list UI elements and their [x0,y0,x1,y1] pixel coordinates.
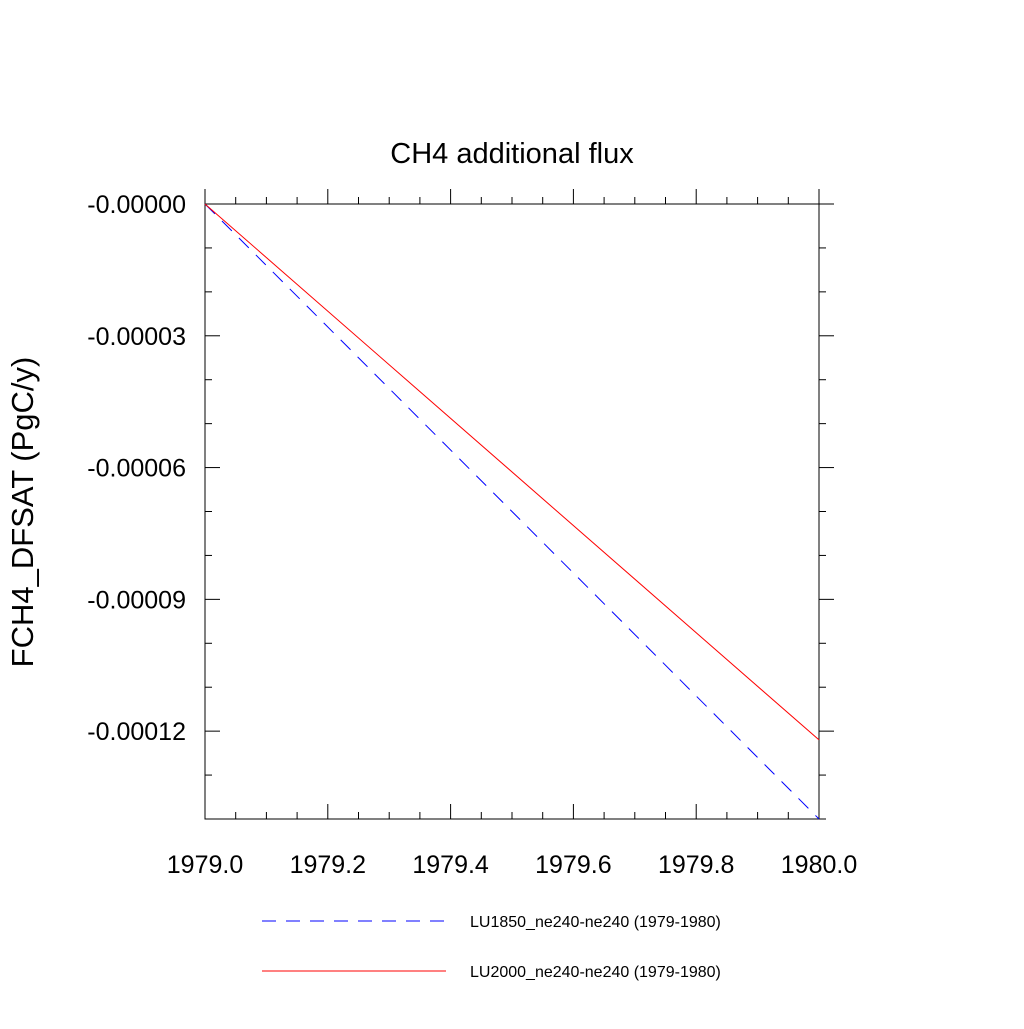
y-tick-label: -0.00003 [87,323,186,351]
x-tick-label: 1979.2 [290,851,366,879]
chart-title: CH4 additional flux [390,138,634,170]
x-tick-label: 1979.0 [167,851,243,879]
series-line-2 [204,203,820,741]
y-tick-label: -0.00009 [87,586,186,614]
x-tick-label: 1980.0 [781,851,857,879]
y-axis-label: FCH4_DFSAT (PgC/y) [5,357,40,668]
legend-label-2: LU2000_ne240-ne240 (1979-1980) [470,964,721,981]
x-tick-label: 1979.8 [658,851,734,879]
legend-label-1: LU1850_ne240-ne240 (1979-1980) [470,914,721,931]
x-tick-label: 1979.6 [535,851,611,879]
y-tick-label: -0.00006 [87,455,186,483]
y-tick-label: -0.00012 [87,718,186,746]
x-tick-label: 1979.4 [412,851,489,879]
y-tick-label: -0.00000 [87,191,186,219]
series-line-1 [204,203,820,820]
